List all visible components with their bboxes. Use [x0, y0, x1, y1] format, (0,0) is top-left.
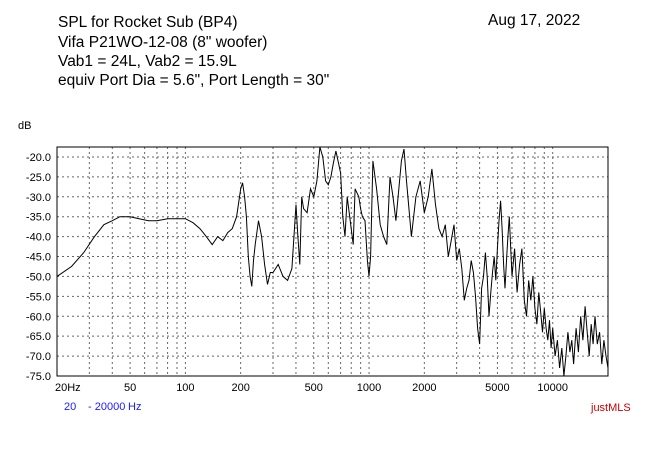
y-tick-label: -40.0 [26, 232, 51, 244]
grid-lines [57, 147, 608, 376]
x-tick-label: 100 [176, 382, 194, 394]
x-tick-label: 200 [231, 382, 249, 394]
port-caption: equiv Port Dia = 5.6", Port Length = 30" [58, 72, 330, 89]
volume-caption: Vab1 = 24L, Vab2 = 15.9L [58, 53, 237, 70]
x-tick-label: 50 [124, 382, 136, 394]
chart-title: SPL for Rocket Sub (BP4) [58, 14, 238, 31]
y-tick-label: -50.0 [26, 271, 51, 283]
x-tick-label: 10000 [537, 382, 568, 394]
x-tick-label: 1000 [357, 382, 381, 394]
spl-trace [56, 146, 609, 377]
y-tick-label: -45.0 [26, 252, 51, 264]
x-tick-label: 20Hz [55, 382, 81, 394]
x-tick-label: 5000 [485, 382, 509, 394]
y-axis-label: dB [18, 120, 32, 132]
y-tick-label: -25.0 [26, 172, 51, 184]
date-label: Aug 17, 2022 [488, 12, 581, 29]
y-tick-label: -75.0 [26, 371, 51, 383]
y-tick-label: -35.0 [26, 212, 51, 224]
y-tick-labels: -20.0 -25.0 -30.0 -35.0 -40.0 -45.0 -50.0 -55.0… [26, 152, 51, 383]
y-tick-label: -70.0 [26, 351, 51, 363]
plot-frame [56, 146, 609, 377]
x-tick-label: 500 [305, 382, 323, 394]
y-tick-label: -55.0 [26, 291, 51, 303]
brand-label: justMLS [591, 402, 631, 414]
y-tick-label: -60.0 [26, 311, 51, 323]
y-tick-label: -65.0 [26, 331, 51, 343]
y-tick-label: -30.0 [26, 192, 51, 204]
x-tick-label: 2000 [412, 382, 436, 394]
y-tick-label: -20.0 [26, 152, 51, 164]
range-end-label: - 20000 [88, 401, 126, 413]
driver-caption: Vifa P21WO-12-08 (8" woofer) [58, 34, 268, 51]
x-tick-labels: 20Hz 50 100 200 500 1000 2000 5000 10000 [55, 382, 568, 394]
range-unit-label: Hz [128, 401, 142, 413]
range-start-label: 20 [64, 401, 77, 413]
